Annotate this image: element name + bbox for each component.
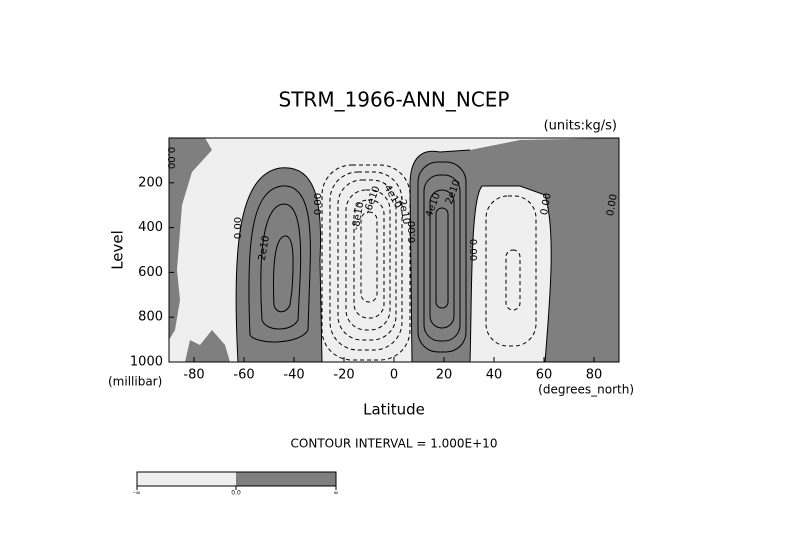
- colorbar-positive: [236, 472, 336, 486]
- contour-label: -8e10: [351, 201, 367, 231]
- x-tick-label: 60: [536, 368, 553, 383]
- contour-line: [485, 195, 537, 347]
- contour-label: 0.00: [165, 147, 176, 169]
- x-axis-unit: (degrees_north): [538, 383, 634, 397]
- y-tick-label: 1000: [130, 355, 163, 370]
- contour-line: [423, 174, 461, 342]
- colorbar-label: -∞: [133, 490, 140, 497]
- contour-line: [260, 203, 302, 330]
- colorbar-negative: [137, 472, 236, 486]
- positive-region: [410, 138, 619, 362]
- contour-line: [273, 235, 294, 313]
- x-axis-label: Latitude: [363, 401, 425, 419]
- x-tick-label: -60: [233, 368, 254, 383]
- x-tick-label: -40: [283, 368, 304, 383]
- contour-line: [321, 164, 411, 361]
- contour-line: [505, 249, 521, 311]
- contour-label: 2e10: [257, 235, 272, 262]
- contour-label: 0.00: [233, 217, 244, 239]
- y-tick-label: 800: [138, 310, 163, 325]
- positive-regions: [169, 138, 619, 362]
- contour-line: [235, 167, 323, 363]
- x-tick-label: 80: [586, 368, 603, 383]
- contour-label: -2e10: [396, 195, 412, 225]
- contour-line: [417, 161, 467, 353]
- x-tick-label: 20: [436, 368, 453, 383]
- colorbar-label: ∞: [334, 490, 339, 497]
- contour-interval: CONTOUR INTERVAL = 1.000E+10: [291, 437, 498, 451]
- y-axis-label: Level: [109, 230, 127, 270]
- contour-line: [435, 207, 449, 309]
- units: (units:kg/s): [544, 119, 617, 134]
- positive-region: [169, 138, 212, 340]
- contour-line: [353, 199, 385, 319]
- x-tick-label: -20: [333, 368, 354, 383]
- positive-region: [185, 330, 230, 362]
- contour-label: 0.00: [313, 193, 324, 215]
- contour-label: 0.00: [467, 239, 478, 261]
- x-tick-label: -80: [183, 368, 204, 383]
- positive-region: [236, 167, 322, 362]
- chart-title: STRM_1966-ANN_NCEP: [279, 88, 510, 112]
- contour-line: [248, 185, 311, 343]
- y-axis-unit: (millibar): [108, 375, 162, 389]
- contour-label: 0.00: [605, 193, 620, 217]
- y-tick-label: 200: [138, 175, 163, 190]
- colorbar-label: 0.0: [231, 490, 241, 497]
- x-tick-label: 0: [390, 368, 398, 383]
- contour-label: 0.00: [539, 192, 554, 216]
- y-tick-label: 400: [138, 220, 163, 235]
- y-tick-label: 600: [138, 265, 163, 280]
- contour-line: [409, 149, 483, 363]
- contour-label: 0.00: [407, 221, 418, 243]
- contour-line: [345, 189, 391, 331]
- contour-line: [482, 185, 552, 363]
- x-tick-label: 40: [486, 368, 503, 383]
- contour-line: [329, 171, 403, 351]
- contour-line: [360, 211, 378, 303]
- contour-line: [429, 189, 455, 329]
- contour-lines: [235, 149, 552, 363]
